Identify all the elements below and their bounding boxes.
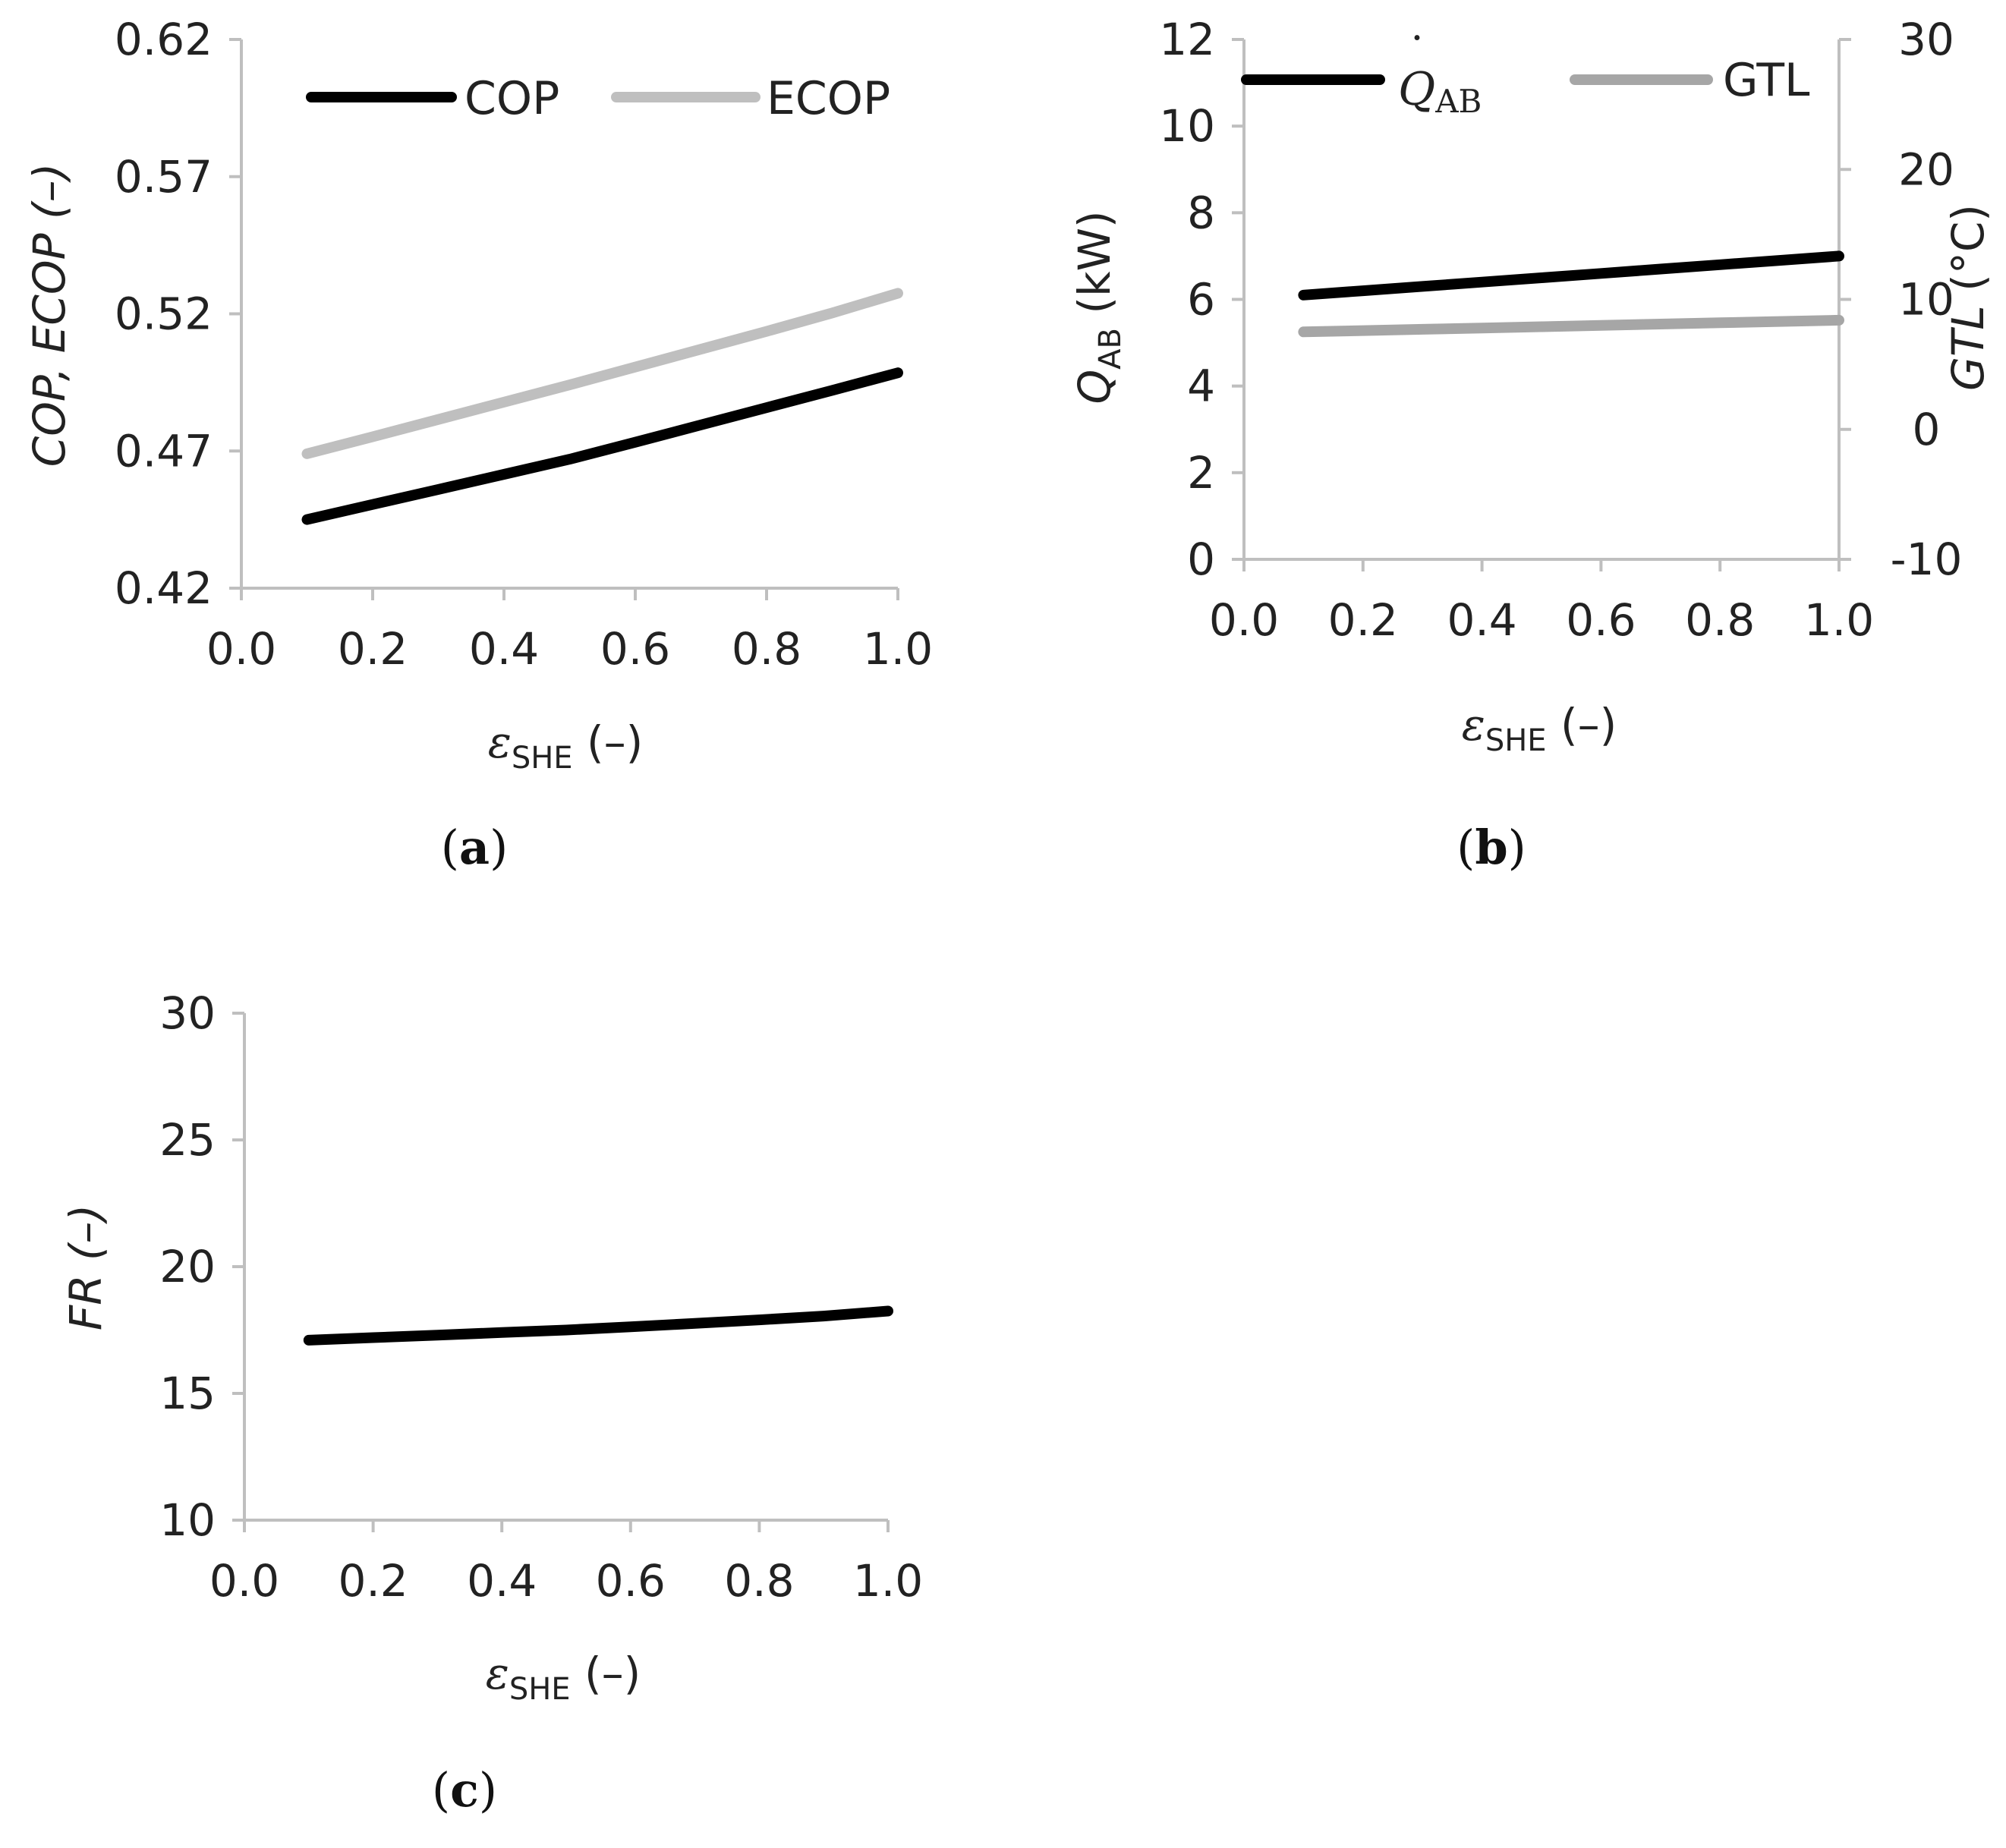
legend-b-qab-sub: AB <box>1434 83 1482 120</box>
caption-b: (b) <box>1456 820 1526 875</box>
chart-c-x-tick-label: 0.2 <box>338 1555 408 1607</box>
chart-c-x-tick-label: 0.0 <box>209 1555 279 1607</box>
chart-b-x-label-symbol: ε <box>1462 699 1485 751</box>
chart-c-y-tick-label: 20 <box>159 1241 216 1292</box>
chart-c-series <box>303 1305 893 1346</box>
chart-b-y-tick-label: 6 <box>1187 274 1215 326</box>
chart-b-y2-label-symbol: GTL <box>1942 305 1994 391</box>
chart-a-x-tick-label: 0.2 <box>338 623 408 675</box>
chart-b-y-tick-label: 4 <box>1187 360 1215 412</box>
chart-b-series <box>1298 250 1844 338</box>
chart-a-series <box>301 288 903 525</box>
chart-b-y2-label-rest: (°C) <box>1942 204 1994 305</box>
chart-a-x-tick-label: 0.4 <box>469 623 539 675</box>
caption-a: (a) <box>441 820 509 875</box>
chart-b-y2-tick-label: -10 <box>1891 534 1963 585</box>
chart-c-x-tick-label: 1.0 <box>853 1555 923 1607</box>
chart-a-y-tick-label: 0.62 <box>115 14 213 65</box>
chart-b-y-tick-label: 0 <box>1187 534 1215 585</box>
chart-a-series-cop <box>301 367 903 525</box>
chart-b-y-tick-label: 8 <box>1187 187 1215 238</box>
chart-b-y2-tick-label: 10 <box>1898 274 1954 326</box>
caption-c-letter: c <box>450 1762 479 1818</box>
chart-c-y-tick-label: 25 <box>159 1114 216 1166</box>
chart-b-y-label: QAB (kW) <box>1069 210 1128 404</box>
chart-a-y-label: COP, ECOP (–) <box>24 163 75 467</box>
chart-c-x-label-rest: (–) <box>571 1648 641 1699</box>
chart-b-x-tick-label: 1.0 <box>1804 594 1874 646</box>
chart-c-x-ticks: 0.0 0.2 0.4 0.6 0.8 1.0 <box>209 1520 923 1607</box>
chart-b-y2-ticks: -10 0 10 20 30 <box>1839 14 1962 585</box>
chart-a-x-label-sub: SHE <box>512 741 573 776</box>
chart-c-x-tick-label: 0.6 <box>596 1555 666 1607</box>
chart-b-x-tick-label: 0.8 <box>1685 594 1755 646</box>
chart-c-x-label-sub: SHE <box>509 1672 571 1707</box>
chart-c-y-label: FR (–) <box>60 1204 112 1330</box>
chart-c-x-label-symbol: ε <box>486 1648 509 1699</box>
chart-a-x-tick-label: 0.6 <box>600 623 670 675</box>
chart-b-y2-tick-label: 0 <box>1913 404 1941 455</box>
chart-a-x-tick-label: 0.8 <box>732 623 801 675</box>
legend-b-qab-symbol: Q <box>1398 63 1435 116</box>
chart-a-x-tick-label: 1.0 <box>863 623 933 675</box>
chart-b-y2-tick-label: 30 <box>1898 14 1954 65</box>
chart-c: 10 15 20 25 30 0.0 0.2 0.4 0.6 0.8 1.0 FR (–) εSH… <box>60 987 923 1818</box>
chart-c-x-tick-label: 0.4 <box>467 1555 537 1607</box>
chart-b-y-tick-label: 12 <box>1159 14 1215 65</box>
chart-a-x-ticks: 0.0 0.2 0.4 0.6 0.8 1.0 <box>206 588 933 675</box>
chart-c-x-label: εSHE (–) <box>486 1648 641 1707</box>
chart-b-y-tick-label: 2 <box>1187 447 1215 499</box>
chart-b-x-label: εSHE (–) <box>1462 699 1617 758</box>
chart-b-x-label-sub: SHE <box>1485 723 1547 758</box>
chart-a-y-tick-label: 0.47 <box>115 425 213 477</box>
chart-c-y-tick-label: 30 <box>159 987 216 1039</box>
chart-b-x-tick-label: 0.4 <box>1447 594 1516 646</box>
caption-b-letter: b <box>1475 820 1507 875</box>
chart-b-x-ticks: 0.0 0.2 0.4 0.6 0.8 1.0 <box>1209 559 1874 646</box>
chart-a-series-ecop <box>301 288 903 459</box>
chart-a-x-label: εSHE (–) <box>488 716 644 776</box>
chart-c-x-tick-label: 0.8 <box>724 1555 794 1607</box>
chart-a-y-tick-label: 0.42 <box>115 562 213 614</box>
legend-b-qab-label: QAB <box>1398 63 1482 120</box>
chart-b-y-label-rest: (kW) <box>1069 210 1120 328</box>
chart-a-y-tick-label: 0.52 <box>115 288 213 340</box>
chart-a-y-tick-label: 0.57 <box>115 151 213 203</box>
chart-c-y-tick-label: 15 <box>159 1368 216 1419</box>
chart-a-x-label-rest: (–) <box>573 716 644 768</box>
chart-a-x-label-symbol: ε <box>488 716 512 768</box>
chart-c-y-tick-label: 10 <box>159 1494 216 1546</box>
chart-a-x-tick-label: 0.0 <box>206 623 276 675</box>
chart-b-x-tick-label: 0.0 <box>1209 594 1279 646</box>
legend-a-ecop-label: ECOP <box>767 72 890 125</box>
caption-c-close: ) <box>479 1762 497 1818</box>
chart-a: 0.420.470.520.570.62 0.0 0.2 0.4 0.6 0.8 1.0 … <box>24 14 933 875</box>
chart-b-y-ticks: 0 2 4 6 8 10 12 <box>1159 14 1244 585</box>
chart-b-y-label-symbol: Q <box>1069 370 1120 405</box>
caption-a-letter: a <box>459 820 490 875</box>
chart-b-series-q-ab <box>1298 250 1844 301</box>
chart-b-x-tick-label: 0.2 <box>1328 594 1398 646</box>
chart-b-series-gtl <box>1298 314 1844 338</box>
caption-a-open: ( <box>441 820 459 875</box>
chart-b-y2-tick-label: 20 <box>1898 143 1954 195</box>
chart-b-y-tick-label: 10 <box>1159 100 1215 152</box>
chart-b-x-tick-label: 0.6 <box>1566 594 1636 646</box>
chart-b-y-label-sub: AB <box>1093 328 1128 370</box>
chart-b-x-label-rest: (–) <box>1547 699 1617 751</box>
caption-a-close: ) <box>490 820 508 875</box>
caption-b-open: ( <box>1456 820 1475 875</box>
chart-c-series-fr <box>303 1305 893 1346</box>
chart-a-y-ticks: 0.42 0.47 0.52 0.57 0.62 <box>115 14 241 614</box>
caption-c: (c) <box>432 1762 497 1818</box>
legend-b-qab-dot: ˙ <box>1406 28 1428 81</box>
legend-a-cop-label: COP <box>464 72 559 125</box>
legend-b-gtl-label: GTL <box>1723 54 1810 107</box>
chart-b-y2-label: GTL (°C) <box>1942 204 1994 391</box>
caption-b-close: ) <box>1508 820 1526 875</box>
caption-c-open: ( <box>432 1762 450 1818</box>
chart-c-y-ticks: 10 15 20 25 30 <box>159 987 244 1546</box>
